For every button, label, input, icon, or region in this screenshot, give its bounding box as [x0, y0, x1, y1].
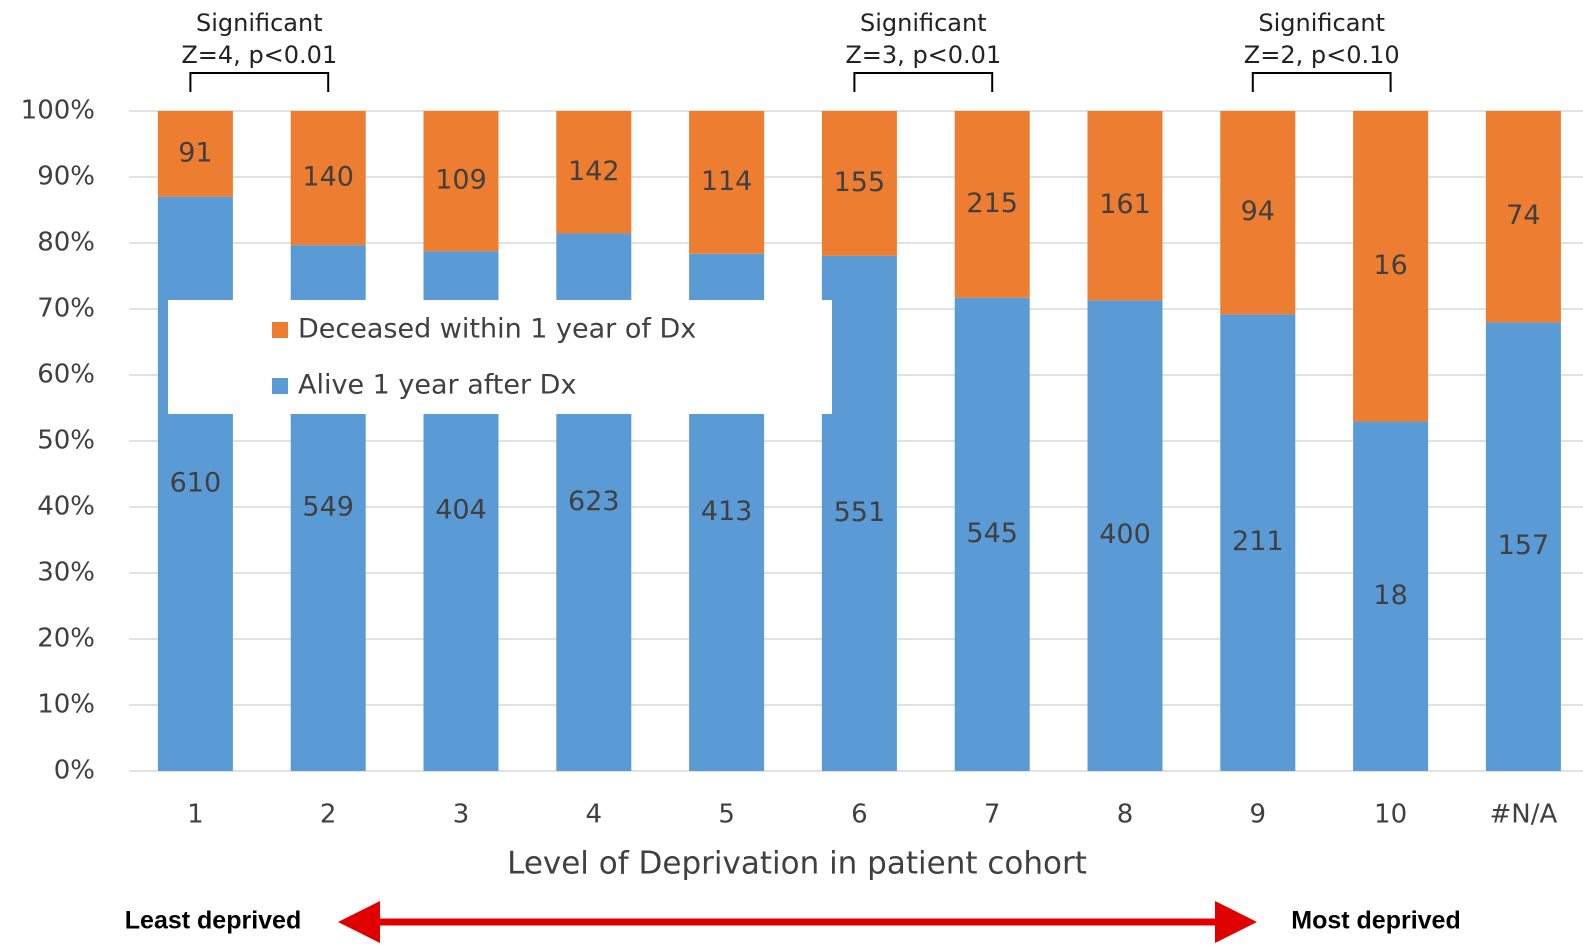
x-tick-label: 4: [586, 800, 603, 830]
y-tick-label: 20%: [37, 624, 95, 654]
bar-segment: [1087, 300, 1163, 771]
data-label: 413: [701, 496, 753, 527]
data-label: 91: [178, 137, 212, 168]
data-label: 211: [1232, 526, 1284, 557]
bar-segment: [1220, 111, 1296, 315]
annotation-text: Z=4, p<0.01: [181, 41, 337, 69]
legend: Deceased within 1 year of Dx Alive 1 year…: [168, 300, 832, 414]
bar-segment: [1087, 111, 1163, 301]
data-label: 551: [834, 497, 886, 528]
x-tick-label: 5: [718, 800, 735, 830]
legend-swatch: [272, 378, 288, 394]
y-tick-label: 70%: [37, 294, 95, 324]
data-label: 161: [1099, 189, 1151, 220]
y-tick-label: 100%: [21, 96, 95, 126]
significance-bracket: [189, 72, 330, 92]
annotation-title: Significant: [196, 9, 323, 37]
x-tick-label: 8: [1117, 800, 1134, 830]
legend-label: Deceased within 1 year of Dx: [298, 314, 696, 345]
data-label: 549: [302, 492, 354, 523]
data-label: 142: [568, 156, 620, 187]
arrow-label-right: Most deprived: [1291, 907, 1460, 935]
bar-segment: [689, 111, 765, 254]
bar-segment: [954, 297, 1030, 771]
annotation-text: Z=3, p<0.01: [845, 41, 1001, 69]
legend-swatch: [272, 322, 288, 338]
y-tick-label: 0%: [54, 756, 95, 786]
bar-segment: [954, 111, 1030, 298]
data-label: 157: [1498, 530, 1550, 561]
x-tick-label: #N/A: [1490, 800, 1558, 830]
x-tick-label: 2: [320, 800, 337, 830]
arrow-label-left: Least deprived: [125, 907, 301, 935]
y-tick-label: 90%: [37, 162, 95, 192]
y-tick-label: 80%: [37, 228, 95, 258]
data-label: 109: [435, 165, 487, 196]
data-label: 404: [435, 495, 487, 526]
legend-label: Alive 1 year after Dx: [298, 370, 576, 401]
x-tick-label: 10: [1374, 800, 1407, 830]
data-label: 16: [1373, 250, 1407, 281]
data-label: 140: [302, 162, 354, 193]
bar-segment: [556, 111, 632, 234]
x-tick-label: 6: [851, 800, 868, 830]
annotation-text: Z=2, p<0.10: [1244, 41, 1400, 69]
data-label: 610: [170, 467, 222, 498]
data-label: 400: [1099, 519, 1151, 550]
y-tick-label: 60%: [37, 360, 95, 390]
y-tick-label: 10%: [37, 690, 95, 720]
y-tick-label: 30%: [37, 558, 95, 588]
annotation-title: Significant: [860, 9, 987, 37]
bar-segment: [290, 111, 366, 246]
x-axis-title: Level of Deprivation in patient cohort: [507, 846, 1087, 882]
significance-bracket: [1251, 72, 1392, 92]
bar-segment: [1485, 111, 1561, 323]
y-tick-label: 50%: [37, 426, 95, 456]
bar-segment: [821, 255, 897, 771]
bar-segment: [1485, 322, 1561, 771]
bar-segment: [1353, 111, 1429, 422]
data-label: 623: [568, 486, 620, 517]
bar-segment: [423, 111, 499, 252]
bar-segment: [157, 196, 233, 771]
annotation-title: Significant: [1258, 9, 1385, 37]
data-label: 18: [1373, 580, 1407, 611]
x-tick-label: 3: [453, 800, 470, 830]
significance-bracket: [853, 72, 994, 92]
bar-segment: [821, 111, 897, 256]
data-label: 215: [966, 188, 1018, 219]
y-tick-label: 40%: [37, 492, 95, 522]
bar-segment: [1353, 421, 1429, 771]
data-label: 74: [1506, 200, 1540, 231]
data-label: 545: [966, 518, 1018, 549]
x-tick-label: 9: [1250, 800, 1267, 830]
x-tick-label: 1: [187, 800, 204, 830]
legend-box: [168, 300, 832, 414]
data-label: 94: [1241, 196, 1275, 227]
data-label: 155: [834, 167, 886, 198]
x-tick-label: 7: [984, 800, 1001, 830]
bar-segment: [1220, 314, 1296, 771]
data-label: 114: [701, 166, 753, 197]
bar-segment: [157, 111, 233, 197]
